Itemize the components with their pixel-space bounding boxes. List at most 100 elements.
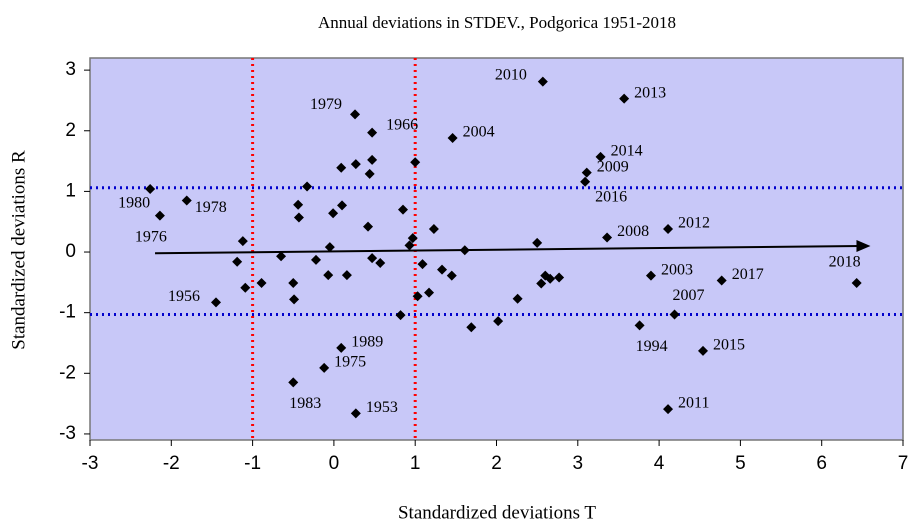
- point-label: 2014: [611, 143, 643, 160]
- point: [581, 167, 592, 178]
- point: [237, 236, 248, 247]
- y-tick-label: -2: [59, 362, 76, 383]
- point: [319, 362, 330, 373]
- point-label: 1983: [289, 395, 321, 412]
- point: [336, 342, 347, 353]
- point: [716, 275, 727, 286]
- point-label: 2012: [678, 215, 710, 232]
- point: [367, 127, 378, 138]
- x-tick-label: 0: [329, 453, 340, 474]
- point-label: 2009: [597, 158, 629, 175]
- point: [595, 151, 606, 162]
- point-label: 2003: [661, 261, 693, 278]
- point: [256, 277, 267, 288]
- x-tick-label: 5: [735, 453, 746, 474]
- point: [232, 256, 243, 267]
- point: [446, 270, 457, 281]
- point: [323, 270, 334, 281]
- point: [240, 282, 251, 293]
- point: [424, 287, 435, 298]
- point: [412, 291, 423, 302]
- point: [145, 183, 156, 194]
- x-tick-label: -1: [244, 453, 261, 474]
- point: [545, 273, 556, 284]
- point: [851, 277, 862, 288]
- point: [211, 297, 222, 308]
- point: [350, 408, 361, 419]
- x-tick-label: -2: [163, 453, 180, 474]
- x-tick-label: 3: [573, 453, 584, 474]
- point: [302, 181, 313, 192]
- point-label: 1975: [334, 354, 366, 371]
- point: [602, 232, 613, 243]
- point: [293, 199, 304, 210]
- point: [404, 240, 415, 251]
- y-tick-label: -1: [59, 302, 76, 323]
- arrow-head: [856, 239, 871, 252]
- x-axis-label: Standardized deviations T: [398, 502, 596, 523]
- point: [350, 109, 361, 120]
- point: [580, 176, 591, 187]
- point: [341, 270, 352, 281]
- point: [466, 322, 477, 333]
- point: [336, 162, 347, 173]
- point: [493, 316, 504, 327]
- point-label: 2017: [732, 266, 764, 283]
- point: [447, 133, 458, 144]
- point: [328, 208, 339, 219]
- point: [363, 221, 374, 232]
- x-tick-label: 2: [491, 453, 502, 474]
- point: [398, 204, 409, 215]
- point: [154, 210, 165, 221]
- point: [669, 309, 680, 320]
- point: [375, 257, 386, 268]
- point-label: 2011: [678, 395, 709, 412]
- point: [537, 76, 548, 87]
- point: [645, 270, 656, 281]
- point-label: 2008: [617, 223, 649, 240]
- y-tick-label: 2: [65, 120, 76, 141]
- point: [288, 277, 299, 288]
- point-label: 2010: [495, 66, 527, 83]
- point: [293, 212, 304, 223]
- point: [619, 93, 630, 104]
- point-label: 1953: [366, 399, 398, 416]
- y-tick-label: 1: [65, 180, 76, 201]
- point: [276, 251, 287, 262]
- point: [634, 320, 645, 331]
- point: [350, 159, 361, 170]
- point: [459, 245, 470, 256]
- point-label: 2013: [634, 84, 666, 101]
- point: [181, 195, 192, 206]
- point-label: 1978: [195, 199, 227, 216]
- point: [288, 377, 299, 388]
- x-tick-label: 1: [410, 453, 421, 474]
- x-tick-label: 7: [898, 453, 909, 474]
- trend-arrow: [155, 244, 861, 255]
- point: [512, 293, 523, 304]
- point-label: 1966: [386, 116, 418, 133]
- x-tick-label: 6: [816, 453, 827, 474]
- point-label: 1956: [168, 288, 200, 305]
- point: [364, 168, 375, 179]
- point: [698, 345, 709, 356]
- point-label: 2018: [829, 254, 861, 271]
- y-tick-label: 0: [65, 241, 76, 262]
- point-label: 1976: [135, 228, 167, 245]
- point-label: 1980: [118, 195, 150, 212]
- chart-title: Annual deviations in STDEV., Podgorica 1…: [318, 13, 676, 32]
- x-tick-label: -3: [82, 453, 99, 474]
- point: [410, 157, 421, 168]
- point: [367, 154, 378, 165]
- y-axis-label: Standardized deviations R: [8, 150, 29, 350]
- point: [663, 404, 674, 415]
- point: [663, 223, 674, 234]
- point-label: 2004: [463, 124, 495, 141]
- point-label: 2015: [713, 337, 745, 354]
- point-label: 1994: [636, 338, 668, 355]
- point-label: 1989: [351, 334, 383, 351]
- point: [337, 200, 348, 211]
- point: [437, 264, 448, 275]
- point: [395, 310, 406, 321]
- point: [407, 233, 418, 244]
